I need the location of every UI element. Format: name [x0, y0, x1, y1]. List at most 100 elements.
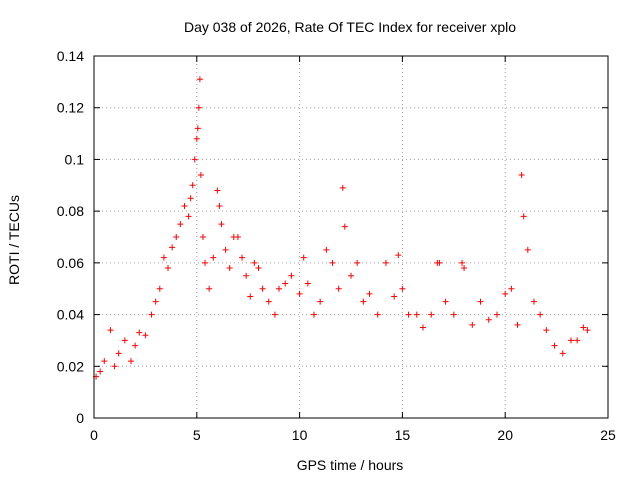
data-point — [206, 285, 213, 292]
data-point — [121, 337, 128, 344]
data-point — [193, 135, 200, 142]
data-point — [537, 311, 544, 318]
data-point — [323, 246, 330, 253]
data-point — [543, 327, 550, 334]
data-points — [93, 76, 591, 380]
x-tick-label: 10 — [292, 427, 308, 443]
data-point — [348, 272, 354, 279]
data-point — [551, 342, 558, 349]
y-tick-label: 0.12 — [57, 100, 84, 116]
y-tick-labels: 0 0.02 0.04 0.06 0.08 0.1 0.12 0.14 — [57, 48, 84, 426]
data-point — [197, 171, 204, 178]
data-point — [485, 316, 492, 323]
data-point — [202, 259, 209, 266]
data-point — [239, 254, 246, 261]
data-point — [210, 254, 217, 261]
data-point — [520, 213, 527, 220]
data-point — [296, 290, 303, 297]
x-tick-labels: 0 5 10 15 20 25 — [90, 427, 616, 443]
y-tick-label: 0.08 — [57, 203, 84, 219]
y-tick-label: 0.14 — [57, 48, 84, 64]
data-point — [288, 272, 295, 279]
data-point — [111, 363, 118, 370]
data-point — [391, 293, 398, 300]
data-point — [436, 259, 443, 266]
data-point — [584, 327, 591, 334]
data-point — [374, 311, 381, 318]
data-point — [395, 252, 402, 259]
data-point — [282, 280, 289, 287]
data-point — [247, 293, 254, 300]
axis-ticks — [93, 55, 609, 419]
data-point — [97, 368, 104, 375]
data-point — [165, 265, 172, 272]
x-tick-label: 5 — [193, 427, 201, 443]
x-axis-title: GPS time / hours — [297, 457, 404, 473]
data-point — [469, 321, 476, 328]
data-point — [142, 332, 149, 339]
data-point — [276, 285, 283, 292]
data-point — [413, 311, 420, 318]
data-point — [226, 265, 233, 272]
data-point — [222, 246, 229, 253]
data-point — [317, 298, 324, 305]
data-point — [382, 259, 389, 266]
data-point — [216, 202, 223, 209]
data-point — [502, 290, 509, 297]
data-point — [195, 104, 202, 111]
data-point — [128, 358, 135, 365]
data-point — [185, 213, 192, 220]
data-point — [329, 259, 336, 266]
y-tick-label: 0 — [76, 410, 84, 426]
data-point — [419, 324, 426, 331]
data-point — [493, 311, 500, 318]
data-point — [271, 311, 278, 318]
data-point — [132, 342, 139, 349]
data-point — [255, 265, 262, 272]
data-point — [574, 337, 581, 344]
data-point — [354, 259, 361, 266]
y-tick-label: 0.1 — [65, 151, 85, 167]
x-tick-label: 15 — [395, 427, 411, 443]
y-tick-label: 0.04 — [57, 307, 84, 323]
data-point — [152, 298, 159, 305]
data-point — [300, 254, 307, 261]
data-point — [136, 329, 143, 336]
data-point — [477, 298, 484, 305]
data-point — [156, 285, 163, 292]
chart-title: Day 038 of 2026, Rate Of TEC Index for r… — [184, 19, 516, 35]
data-point — [508, 285, 515, 292]
data-point — [101, 358, 108, 365]
y-axis-title: ROTI / TECUs — [6, 195, 22, 285]
grid-lines — [94, 56, 608, 418]
data-point — [461, 265, 468, 272]
data-point — [450, 311, 457, 318]
data-point — [339, 184, 346, 191]
data-point — [173, 234, 180, 240]
data-point — [405, 311, 412, 318]
data-point — [428, 311, 435, 318]
data-point — [251, 259, 258, 266]
x-tick-label: 0 — [90, 427, 98, 443]
plot-frame — [93, 55, 609, 419]
data-point — [191, 156, 198, 163]
data-point — [181, 202, 188, 209]
data-point — [107, 327, 114, 334]
data-point — [360, 298, 367, 305]
y-tick-label: 0.02 — [57, 358, 84, 374]
y-tick-label: 0.06 — [57, 255, 84, 271]
data-point — [148, 311, 155, 318]
data-point — [442, 298, 449, 305]
data-point — [567, 337, 574, 344]
data-point — [115, 350, 122, 357]
data-point — [524, 246, 531, 253]
data-point — [580, 324, 587, 331]
data-point — [304, 280, 311, 287]
data-point — [234, 234, 241, 240]
data-point — [518, 171, 525, 178]
data-point — [259, 285, 266, 292]
data-point — [214, 187, 221, 194]
data-point — [169, 244, 176, 251]
data-point — [459, 259, 466, 266]
data-point — [265, 298, 272, 305]
